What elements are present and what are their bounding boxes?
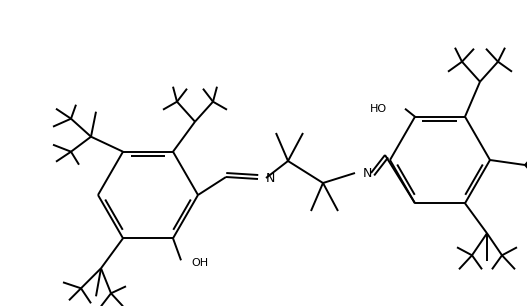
Text: N: N — [363, 166, 373, 180]
Text: OH: OH — [191, 258, 208, 268]
Text: HO: HO — [370, 104, 387, 114]
Text: N: N — [266, 171, 276, 185]
